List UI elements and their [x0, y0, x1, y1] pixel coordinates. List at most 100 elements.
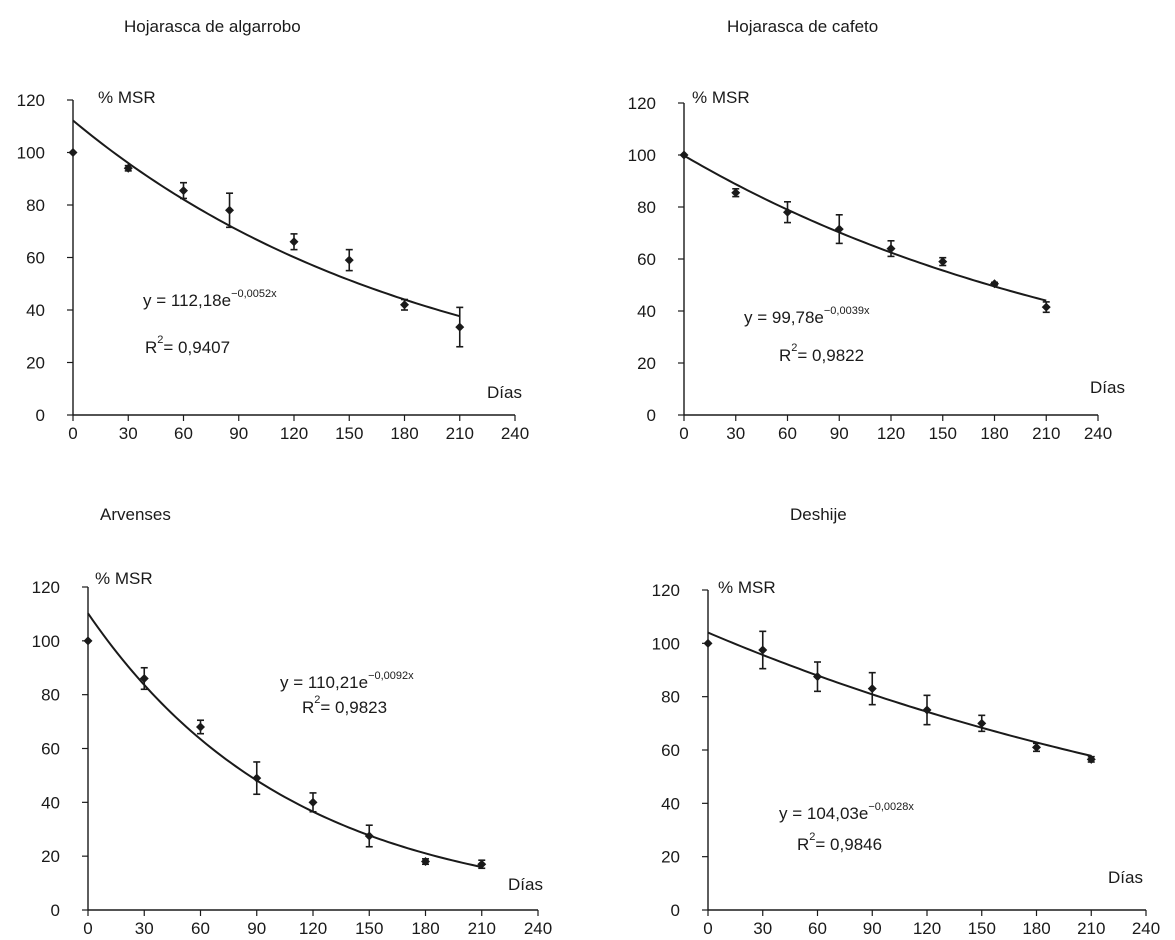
y-tick-label: 20 — [26, 354, 45, 373]
fit-curve — [707, 631, 1092, 757]
x-tick-label: 30 — [726, 424, 745, 443]
data-point — [922, 705, 932, 715]
r-squared: R2= 0,9846 — [797, 831, 882, 854]
r-squared: R2= 0,9822 — [779, 342, 864, 365]
y-tick-label: 60 — [41, 740, 60, 759]
x-tick-label: 180 — [390, 424, 418, 443]
fit-curve — [683, 154, 1047, 302]
x-tick-label: 150 — [355, 919, 383, 938]
r-squared-value: = 0,9823 — [320, 698, 387, 717]
x-tick-label: 90 — [863, 919, 882, 938]
x-tick-label: 60 — [191, 919, 210, 938]
x-tick-label: 240 — [501, 424, 529, 443]
x-tick-label: 240 — [1084, 424, 1112, 443]
y-tick-label: 120 — [628, 94, 656, 113]
r-squared-value: = 0,9822 — [797, 346, 864, 365]
x-tick-label: 120 — [913, 919, 941, 938]
equation-exponent: −0,0039x — [824, 305, 870, 317]
data-point — [679, 150, 689, 160]
x-axis-label: Días — [1108, 868, 1143, 887]
equation-base: y = 104,03e — [779, 804, 868, 823]
data-point — [139, 674, 149, 684]
data-point — [179, 186, 188, 196]
data-point — [990, 279, 999, 289]
r-squared-label: R — [779, 346, 791, 365]
y-tick-label: 0 — [671, 901, 680, 920]
data-point — [1086, 754, 1096, 764]
data-point — [886, 244, 896, 254]
data-point — [68, 148, 78, 157]
data-point — [813, 672, 822, 682]
equation-base: y = 112,18e — [143, 291, 231, 310]
data-point — [196, 722, 205, 732]
data-point — [289, 237, 299, 247]
data-point — [867, 684, 877, 694]
regression-equation: y = 110,21e−0,0092x — [280, 670, 414, 692]
x-tick-label: 30 — [119, 424, 138, 443]
x-tick-label: 0 — [679, 424, 688, 443]
x-axis-label: Días — [487, 383, 522, 402]
y-tick-label: 120 — [32, 578, 60, 597]
y-tick-label: 0 — [51, 901, 60, 920]
x-tick-label: 210 — [446, 424, 474, 443]
x-tick-label: 30 — [135, 919, 154, 938]
data-point — [308, 797, 318, 807]
y-tick-label: 80 — [41, 686, 60, 705]
y-tick-label: 120 — [17, 91, 45, 110]
data-point — [123, 163, 133, 173]
x-tick-label: 60 — [808, 919, 827, 938]
y-tick-label: 40 — [637, 302, 656, 321]
y-tick-label: 20 — [661, 848, 680, 867]
data-point — [400, 300, 409, 310]
data-point — [834, 224, 844, 234]
equation-base: y = 110,21e — [280, 673, 368, 692]
data-point — [977, 718, 987, 728]
y-tick-label: 100 — [32, 632, 60, 651]
chart-title: Deshije — [790, 505, 847, 524]
r-squared-sup: 2 — [791, 342, 797, 354]
x-axis-label: Días — [1090, 378, 1125, 397]
chart-panel-1: Hojarasca de algarrobo 0 20 40 60 80 100 120 0 30… — [17, 17, 530, 443]
data-point — [477, 859, 487, 869]
x-tick-label: 180 — [980, 424, 1008, 443]
y-tick-label: 60 — [26, 249, 45, 268]
data-point — [83, 636, 93, 646]
equation-exponent: −0,0052x — [231, 288, 277, 300]
data-point — [731, 188, 741, 198]
r-squared: R2= 0,9407 — [145, 334, 230, 357]
y-tick-label: 40 — [26, 301, 45, 320]
y-tick-label: 20 — [41, 847, 60, 866]
x-tick-label: 240 — [524, 919, 552, 938]
data-point — [1041, 302, 1051, 312]
y-axis-label: % MSR — [98, 88, 156, 107]
x-tick-label: 0 — [703, 919, 712, 938]
x-tick-label: 180 — [411, 919, 439, 938]
data-point — [225, 205, 235, 215]
x-tick-label: 90 — [247, 919, 266, 938]
y-tick-label: 80 — [26, 196, 45, 215]
fit-curve — [87, 612, 482, 869]
x-tick-label: 150 — [335, 424, 363, 443]
chart-panel-4: Deshije 0 20 40 60 80 100 120 0 30 60 90 120 150 180 21… — [652, 505, 1161, 938]
x-tick-label: 210 — [468, 919, 496, 938]
chart-panel-3: Arvenses 0 20 40 60 80 100 120 0 30 60 90 120 150 180 2… — [32, 505, 553, 938]
x-tick-label: 60 — [778, 424, 797, 443]
x-tick-label: 30 — [753, 919, 772, 938]
y-tick-label: 100 — [628, 146, 656, 165]
y-tick-label: 80 — [637, 198, 656, 217]
y-tick-label: 40 — [41, 793, 60, 812]
y-axis-label: % MSR — [95, 569, 153, 588]
x-tick-label: 210 — [1077, 919, 1105, 938]
y-tick-label: 120 — [652, 581, 680, 600]
r-squared-label: R — [797, 835, 809, 854]
r-squared: R2= 0,9823 — [302, 694, 387, 717]
x-tick-label: 90 — [830, 424, 849, 443]
x-tick-label: 240 — [1132, 919, 1160, 938]
data-point — [783, 207, 792, 217]
equation-exponent: −0,0092x — [368, 670, 414, 682]
y-tick-label: 80 — [661, 688, 680, 707]
data-point — [758, 645, 768, 655]
regression-equation: y = 112,18e−0,0052x — [143, 288, 277, 310]
data-point — [252, 773, 262, 783]
data-point — [938, 257, 948, 267]
